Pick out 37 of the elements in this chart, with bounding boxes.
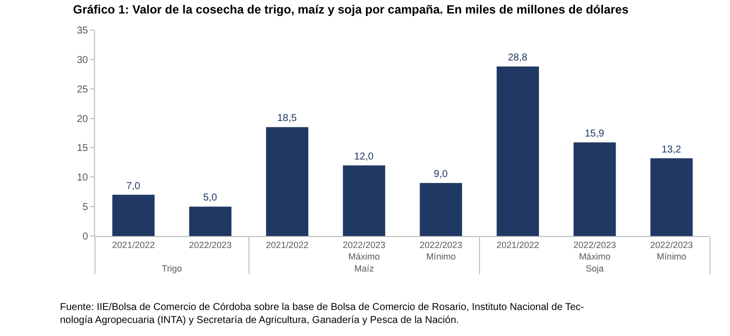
chart-title: Gráfico 1: Valor de la cosecha de trigo, maíz y soja por campaña. En miles de millones de dólares bbox=[73, 2, 629, 16]
data-label: 9,0 bbox=[434, 169, 448, 180]
data-label: 12,0 bbox=[354, 151, 374, 162]
x-tick-label: 2022/2023 Máximo bbox=[342, 240, 386, 262]
text: Trigo bbox=[162, 264, 182, 274]
x-tick-label: 2021/2022 bbox=[112, 240, 155, 250]
data-label: 5,0 bbox=[203, 192, 218, 204]
bar bbox=[420, 183, 462, 236]
y-tick-label: 5 bbox=[82, 202, 88, 214]
bar bbox=[189, 206, 232, 236]
bar bbox=[574, 142, 616, 236]
x-tick-label: 2022/2023 Mínimo bbox=[420, 240, 462, 262]
x-tick-label: 2022/2023 Máximo bbox=[573, 240, 616, 262]
data-label: 13,2 bbox=[662, 144, 682, 156]
x-tick-label: 2021/2022 bbox=[496, 240, 540, 250]
bar bbox=[496, 66, 539, 236]
data-label: 18,5 bbox=[277, 113, 298, 124]
data-label: 28,8 bbox=[508, 52, 528, 64]
y-tick-label: 25 bbox=[76, 84, 88, 96]
y-tick-label: 10 bbox=[76, 172, 88, 184]
y-tick-label: 15 bbox=[76, 143, 88, 154]
y-tick-label: 35 bbox=[76, 26, 88, 36]
text: Soja bbox=[586, 264, 604, 274]
y-tick-label: 30 bbox=[76, 54, 88, 66]
x-tick-label: 2021/2022 bbox=[266, 240, 308, 250]
data-label: 15,9 bbox=[584, 128, 605, 140]
text: Maíz bbox=[354, 264, 374, 274]
x-tick-label: 2022/2023 bbox=[189, 240, 232, 250]
bar bbox=[266, 127, 308, 236]
data-label: 7,0 bbox=[126, 180, 141, 192]
y-tick-label: 0 bbox=[82, 232, 88, 242]
bar bbox=[650, 158, 693, 236]
y-tick-label: 20 bbox=[76, 114, 88, 125]
bar bbox=[112, 194, 155, 236]
bar bbox=[342, 165, 386, 236]
x-tick-label: 2022/2023 Mínimo bbox=[650, 240, 693, 262]
source-note: Fuente: IIE/Bolsa de Comercio de Córdoba sobre la base de Bolsa de Comercio de Rosario, Instituto Nacional de Tec- nología Agropecuaria (INTA) y Secretaría de Agricultura, Ganadería y Pesca de la Nación. bbox=[60, 302, 584, 326]
